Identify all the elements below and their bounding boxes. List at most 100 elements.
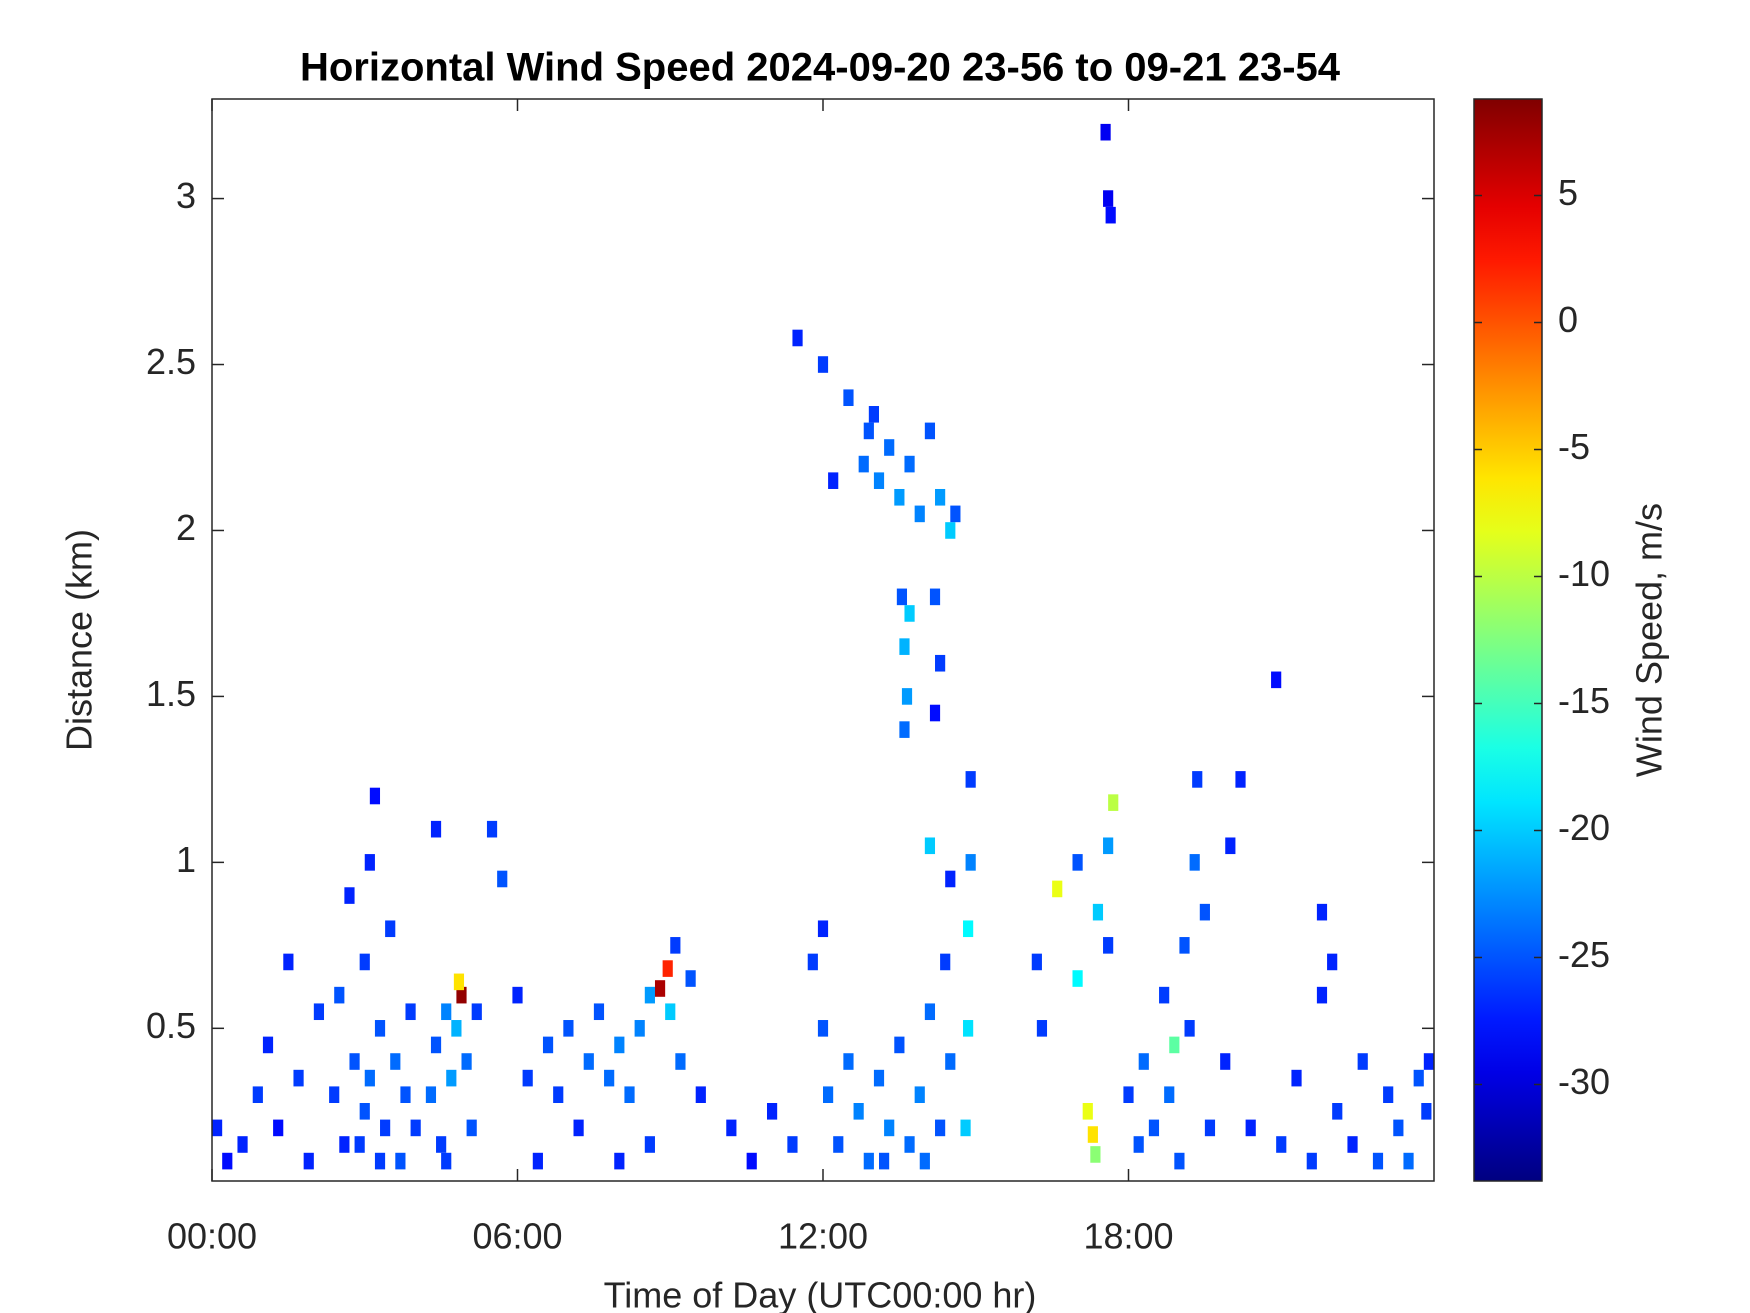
heatmap-cell [1306,1152,1317,1170]
heatmap-cell [410,1119,421,1137]
heatmap-cell [685,970,696,987]
heatmap-cell [456,986,467,1004]
heatmap-cell [950,505,961,523]
heatmap-cell [945,522,956,539]
heatmap-cell [675,1053,686,1070]
colorbar-label: Wind Speed, m/s [1629,503,1670,777]
heatmap-cell [1138,1053,1149,1070]
heatmap-cell [252,1086,263,1104]
heatmap-cell [1087,1126,1098,1143]
heatmap-cell [1403,1152,1414,1170]
heatmap-cell [273,1119,284,1137]
heatmap-cell [1072,970,1083,987]
heatmap-cell [670,937,681,954]
heatmap-cell [1423,1053,1434,1070]
chart-title: Horizontal Wind Speed 2024-09-20 23-56 t… [300,46,1341,90]
y-tick-label: 1.5 [146,673,196,714]
heatmap-cell [1393,1119,1404,1137]
heatmap-cell [1235,771,1246,788]
heatmap-cell [283,953,294,971]
heatmap-cell [354,1136,365,1153]
heatmap-cell [359,953,370,971]
heatmap-cell [884,1119,895,1137]
heatmap-cell [1372,1152,1384,1170]
heatmap-cell [461,1053,472,1070]
colorbar-tick-label: 5 [1558,172,1578,213]
heatmap-cell [1184,1020,1195,1037]
heatmap-cell [1072,854,1083,871]
y-axis-label: Distance (km) [59,529,100,751]
colorbar-tick-label: -5 [1558,426,1590,467]
heatmap-cell [380,1119,391,1137]
heatmap-cell [1123,1086,1134,1104]
heatmap-cell [313,1003,325,1021]
heatmap-cell [766,1103,778,1120]
heatmap-cell [853,1103,864,1120]
heatmap-cell [1174,1152,1185,1170]
heatmap-cell [614,1152,625,1170]
y-tick-label: 2.5 [146,341,196,382]
heatmap-cell [1332,1103,1343,1120]
heatmap-cell [901,688,913,705]
heatmap-cell [293,1069,304,1087]
heatmap-cell [863,422,874,440]
heatmap-cell [364,854,375,871]
x-tick-label: 06:00 [472,1216,562,1257]
heatmap-cell [1347,1136,1358,1153]
heatmap-cell [453,973,465,991]
heatmap-cell [405,1003,416,1021]
heatmap-cell [237,1136,248,1153]
heatmap-cell [436,1136,447,1153]
heatmap-cell [1169,1036,1180,1054]
heatmap-cell [863,1152,874,1170]
heatmap-cell [522,1069,533,1087]
heatmap-cell [512,986,523,1004]
heatmap-cell [1082,1103,1093,1120]
colorbar-tick-label: -20 [1558,807,1610,848]
heatmap-cell [1276,1136,1287,1153]
heatmap-cell [823,1086,834,1104]
heatmap-cell [634,1020,645,1037]
heatmap-cell [960,1119,971,1137]
heatmap-cell [924,1003,936,1021]
heatmap-cell [963,920,974,938]
heatmap-cell [1100,123,1111,141]
heatmap-cell [446,1069,457,1087]
colorbar-tick-label: -25 [1558,934,1610,975]
heatmap-cell [583,1053,594,1070]
colorbar-tick-label: 0 [1558,299,1578,340]
heatmap-cell [1179,937,1190,954]
heatmap-cell [212,1119,223,1137]
heatmap-cell [573,1119,584,1137]
colorbar-tick-label: -10 [1558,553,1610,594]
heatmap-cell [1271,671,1282,689]
heatmap-cell [843,389,854,407]
heatmap-cell [1291,1069,1302,1087]
heatmap-cell [858,455,869,473]
heatmap-cell [1204,1119,1216,1137]
heatmap-cell [1108,794,1119,811]
heatmap-cell [1036,1020,1048,1037]
heatmap-cell [644,1136,655,1153]
heatmap-cell [334,986,345,1004]
plot-frame [211,98,1435,1182]
heatmap-cell [1092,903,1104,921]
heatmap-cell [344,887,355,904]
heatmap-cell [904,605,915,622]
heatmap-cell [374,1152,386,1170]
heatmap-cell [604,1069,615,1087]
heatmap-cell [614,1036,625,1054]
heatmap-cell [359,1103,370,1120]
heatmap-cell [532,1152,543,1170]
heatmap-cell [695,1086,706,1104]
heatmap-cell [644,986,655,1004]
heatmap-cell [904,455,915,473]
heatmap-cell [1225,837,1236,855]
heatmap-cell [374,1020,386,1037]
heatmap-cell [935,1119,946,1137]
heatmap-cell [873,472,885,489]
heatmap-cell [385,920,396,938]
heatmap-cell [1421,1103,1432,1120]
heatmap-cell [1413,1069,1424,1087]
